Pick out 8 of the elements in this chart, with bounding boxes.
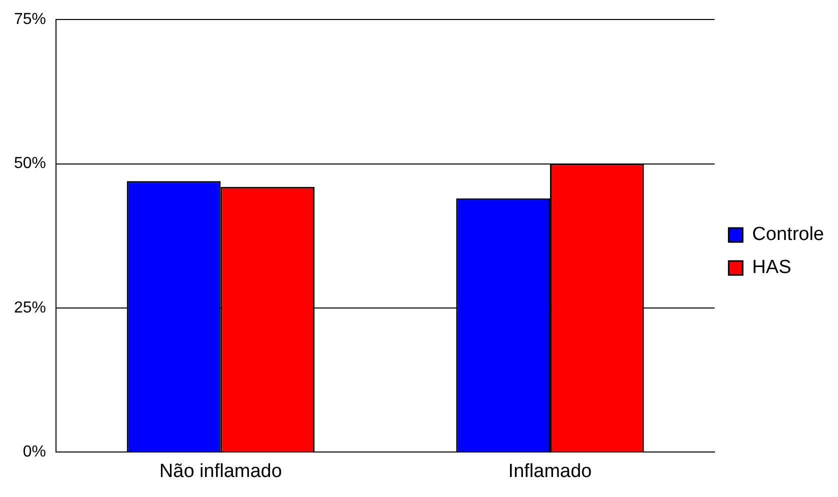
legend-label: HAS xyxy=(752,257,792,278)
x-tick-label: Não inflamado xyxy=(159,460,282,482)
y-tick-label: 75% xyxy=(14,11,46,28)
legend-label: Controle xyxy=(752,224,824,246)
y-tick-label: 0% xyxy=(22,444,46,461)
y-tick-label: 50% xyxy=(14,155,46,172)
x-tick-label: Inflamado xyxy=(508,460,592,482)
y-tick-label: 25% xyxy=(14,299,46,316)
